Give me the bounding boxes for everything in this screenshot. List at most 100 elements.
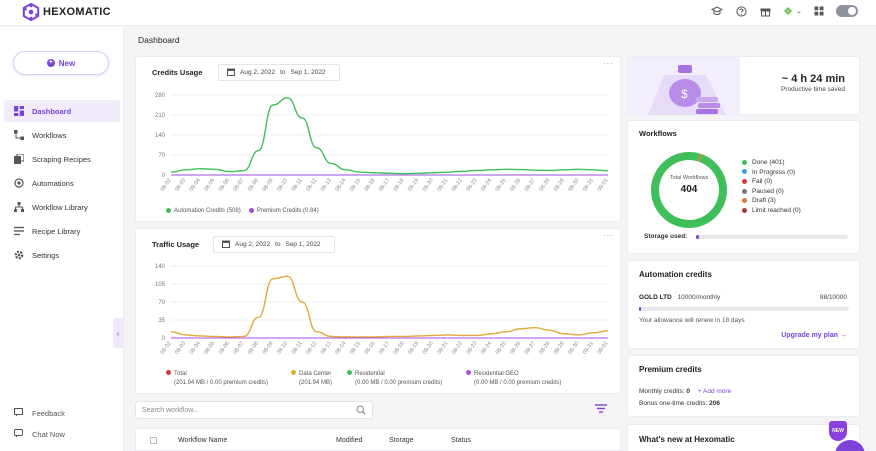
x-tick-label: 08-21 (436, 178, 449, 193)
renew-text: Your allowance will renew in 18 days (639, 317, 745, 324)
x-tick-label: 08-09 (262, 341, 275, 356)
legend-label: In Progress (0) (752, 168, 795, 176)
legend-label: Total (174, 371, 187, 377)
date-from: Aug 2, 2022 (235, 241, 271, 248)
sidebar-item-scraping-recipes[interactable]: Scraping Recipes (4, 148, 120, 170)
x-tick-label: 08-16 (364, 341, 377, 356)
new-badge[interactable]: NEW (829, 421, 847, 441)
theme-toggle[interactable] (836, 5, 858, 17)
y-tick-label: 140 (155, 264, 166, 270)
column-status[interactable]: Status (451, 437, 471, 444)
x-tick-label: 08-04 (189, 341, 202, 356)
column-modified[interactable]: Modified (336, 437, 363, 444)
credits-date-range[interactable]: Aug 2, 2022 to Sep 1, 2022 (218, 64, 340, 81)
traffic-legend-residential-geo: Residential GEO (0.00 MB / 0.00 premium … (466, 370, 561, 388)
new-button[interactable]: + New (13, 51, 109, 75)
more-options-icon[interactable]: ··· (603, 59, 614, 68)
donut-slice-draft (697, 153, 703, 162)
x-tick-label: 08-12 (305, 341, 318, 356)
total-workflows-label: Total Workflows (669, 175, 709, 181)
legend-sub: (0.00 MB / 0.00 premium credits) (474, 380, 562, 386)
sidebar-item-label: Workflows (32, 130, 67, 140)
legend-swatch (166, 370, 171, 375)
credits-usage-title: Credits Usage (152, 68, 203, 77)
top-bar: HEXOMATIC ⌄ (0, 0, 876, 26)
coins-illustration: $ (628, 57, 740, 115)
column-storage[interactable]: Storage (389, 437, 414, 444)
legend-label: Paused (0) (752, 187, 784, 195)
legend-label: Fail (0) (752, 178, 773, 186)
automation-credits-progress-fill (639, 307, 642, 311)
x-tick-label: 08-08 (247, 178, 260, 193)
time-saved-value: ~ 4 h 24 min (781, 73, 845, 85)
legend-item-fail: Fail (0) (742, 177, 801, 187)
sidebar-item-dashboard[interactable]: Dashboard (4, 100, 120, 122)
avatar[interactable]: ⌄ (782, 4, 802, 18)
traffic-date-range[interactable]: Aug 2, 2022 to Sep 1, 2022 (213, 236, 335, 253)
filter-icon[interactable] (595, 404, 607, 415)
y-tick-label: 105 (155, 282, 166, 288)
x-tick-label: 08-28 (538, 341, 551, 356)
x-tick-label: 08-13 (320, 341, 333, 356)
add-more-link[interactable]: + Add more (697, 388, 732, 395)
monthly-credits-label: Monthly credits: (639, 388, 685, 395)
search-input[interactable]: Search workflow... (135, 401, 373, 419)
workflows-title: Workflows (639, 129, 677, 138)
whats-new-title: What's new at Hexomatic (639, 435, 735, 444)
column-workflow-name[interactable]: Workflow Name (178, 437, 228, 444)
premium-credits-card: Premium credits Monthly credits: 0 + Add… (627, 355, 860, 417)
legend-item: Premium Credits (0.84) (248, 208, 319, 214)
feedback-link[interactable]: Feedback (14, 408, 114, 419)
app-logo[interactable]: HEXOMATIC (22, 3, 111, 21)
credits-usage-count: 88/10000 (819, 294, 847, 301)
x-tick-label: 08-29 (553, 341, 566, 356)
storage-used-label: Storage used: (644, 233, 688, 240)
workflows-donut-chart (651, 152, 727, 228)
legend-label: Limit reached (0) (752, 206, 801, 214)
x-tick-label: 08-25 (495, 341, 508, 356)
premium-credits-title: Premium credits (639, 365, 702, 374)
x-tick-label: 08-31 (582, 341, 595, 356)
chat-now-link[interactable]: Chat Now (14, 429, 114, 440)
credits-usage-card: Credits Usage Aug 2, 2022 to Sep 1, 2022… (135, 56, 621, 222)
legend-swatch (742, 169, 747, 175)
search-icon[interactable] (356, 405, 366, 417)
x-tick-label: 08-03 (174, 178, 187, 193)
plan-monthly: 10000/monthly (677, 294, 721, 301)
workflows-legend: Done (401) In Progress (0) Fail (0) Paus… (742, 158, 801, 216)
more-options-icon[interactable]: ··· (603, 231, 614, 240)
y-tick-label: 0 (162, 173, 166, 179)
time-saved-label: Productive time saved (781, 86, 845, 93)
chevron-left-icon[interactable]: ‹ (113, 318, 123, 348)
sidebar-item-recipe-library[interactable]: Recipe Library (4, 220, 120, 242)
graduation-cap-icon[interactable] (710, 4, 724, 18)
select-all-checkbox[interactable] (150, 437, 157, 444)
upgrade-plan-link[interactable]: Upgrade my plan → (781, 332, 847, 339)
x-tick-label: 08-24 (480, 178, 493, 193)
automation-credits-card: Automation credits GOLD LTD 10000/monthl… (627, 260, 860, 349)
x-tick-label: 08-15 (349, 341, 362, 356)
arrow-right-icon: → (840, 332, 847, 339)
legend-label: Automation Credits (508) (174, 208, 241, 215)
x-tick-label: 08-06 (218, 341, 231, 356)
sidebar-item-settings[interactable]: Settings (4, 244, 120, 266)
x-tick-label: 08-30 (568, 341, 581, 356)
sidebar-item-automations[interactable]: Automations (4, 172, 120, 194)
legend-swatch (742, 198, 747, 204)
sidebar-item-workflows[interactable]: Workflows (4, 124, 120, 146)
gift-icon[interactable] (758, 4, 772, 18)
storage-progress-fill (696, 235, 700, 239)
traffic-legend-residential: Residential (0.00 MB / 0.00 premium cred… (347, 370, 442, 388)
apps-grid-icon[interactable] (812, 4, 826, 18)
chat-widget-button[interactable] (835, 440, 865, 451)
dashboard-icon (14, 106, 24, 116)
automations-icon (14, 178, 24, 188)
x-tick-label: 08-07 (232, 178, 245, 193)
y-tick-label: 70 (158, 153, 165, 159)
legend-item: Automation Credits (508) (166, 208, 241, 214)
sidebar-item-workflow-library[interactable]: Workflow Library (4, 196, 120, 218)
help-icon[interactable] (734, 4, 748, 18)
date-from: Aug 2, 2022 (240, 69, 276, 76)
